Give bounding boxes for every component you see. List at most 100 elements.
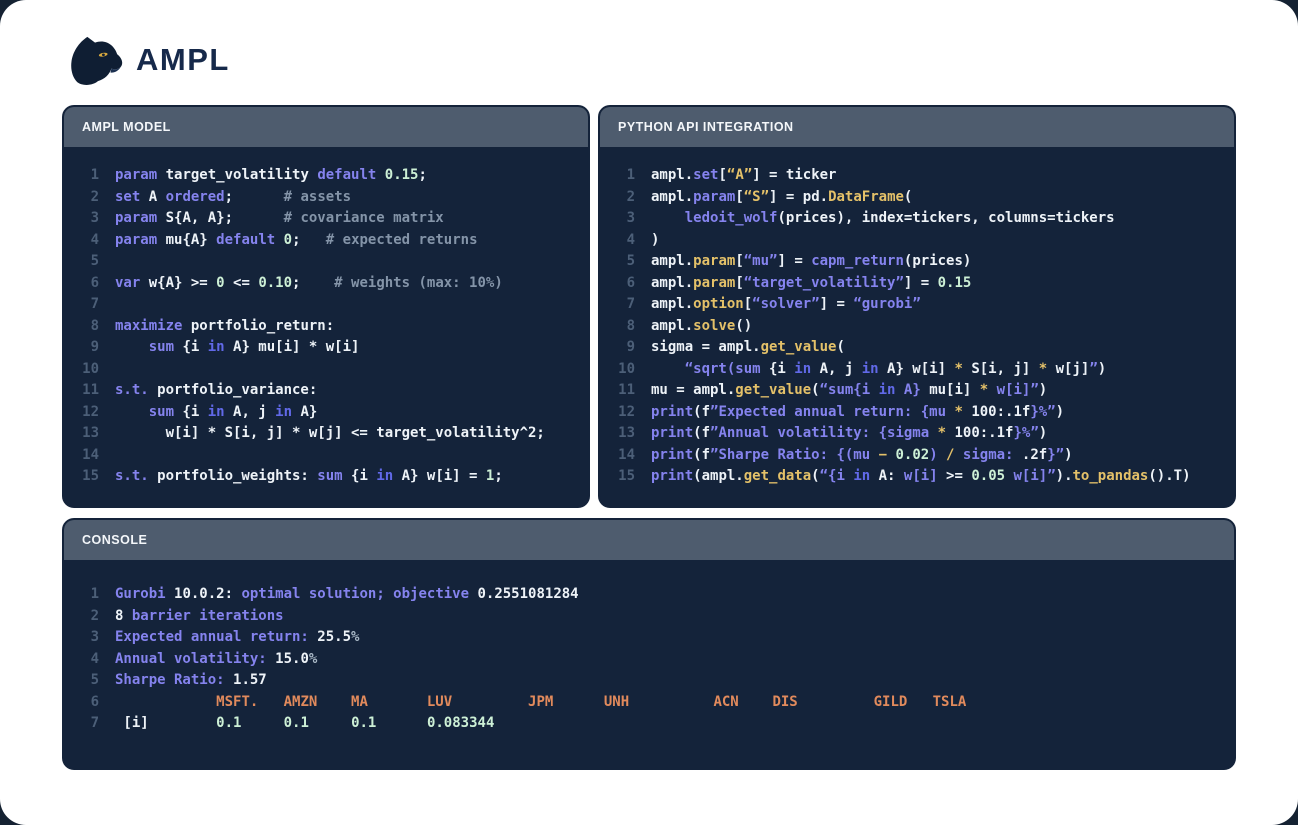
code-token: param bbox=[693, 274, 736, 291]
code-token: ledoit_wolf bbox=[684, 210, 778, 226]
code-token: 25.5 bbox=[317, 629, 352, 645]
code-line: 8 ampl.solve() bbox=[600, 316, 1224, 338]
code-token: ( bbox=[811, 382, 820, 398]
line-number: 8 bbox=[626, 317, 635, 334]
line-number: 5 bbox=[90, 672, 99, 688]
code-token: print bbox=[651, 446, 694, 463]
code-line: 9 sigma = ampl.get_value( bbox=[600, 337, 1224, 359]
code-token: sum bbox=[148, 403, 175, 420]
code-text: mu = ampl.get_value(“sum{i in A} mu[i] *… bbox=[651, 380, 1047, 402]
ampl-logo: AMPL bbox=[68, 34, 230, 86]
code-token: set bbox=[115, 188, 141, 205]
code-line: 7 [i] 0.1 0.1 0.1 0.083344 bbox=[64, 713, 1224, 735]
code-token bbox=[309, 715, 351, 731]
code-token: target_volatility bbox=[157, 167, 318, 183]
code-text: Annual volatility: 15.0% bbox=[115, 649, 317, 671]
code-text: MSFT. AMZN MA LUV JPM UNH ACN DIS GILD T… bbox=[115, 692, 966, 714]
line-number: 2 bbox=[90, 607, 99, 624]
code-token bbox=[115, 339, 149, 355]
code-text: ) bbox=[651, 230, 659, 252]
code-line: 14 bbox=[64, 445, 578, 467]
code-token: ampl. bbox=[651, 274, 694, 291]
line-number: 9 bbox=[90, 339, 99, 355]
code-token: 0.1 bbox=[283, 715, 309, 731]
code-token: ] = bbox=[777, 253, 812, 269]
code-token: * bbox=[954, 360, 963, 377]
code-token: 10.0.2: bbox=[174, 586, 242, 602]
code-token: sum bbox=[317, 468, 343, 484]
code-token: * bbox=[937, 425, 947, 441]
code-token: ampl. bbox=[651, 167, 694, 183]
code-line: 3 ledoit_wolf(prices), index=tickers, co… bbox=[600, 208, 1224, 230]
code-token: s.t. bbox=[115, 468, 149, 484]
code-token bbox=[651, 361, 685, 377]
code-token: ”Sharpe Ratio: {(mu bbox=[710, 446, 879, 463]
code-token: / bbox=[946, 446, 955, 463]
code-text: ampl.param[“target_volatility”] = 0.15 bbox=[651, 273, 971, 295]
code-token: ” bbox=[1089, 360, 1098, 377]
line-number: 1 bbox=[626, 167, 635, 183]
code-token: w[i]” bbox=[988, 382, 1039, 398]
code-token: MSFT. AMZN MA LUV JPM UNH ACN DIS GILD T… bbox=[216, 693, 967, 710]
code-line: 13 print(f”Annual volatility: {sigma * 10… bbox=[600, 423, 1224, 445]
code-token: Expected annual return: bbox=[115, 629, 318, 645]
code-token: ().T) bbox=[1148, 468, 1191, 484]
code-token: ) bbox=[1055, 403, 1065, 420]
code-token: A} w[i] bbox=[878, 360, 955, 377]
code-token: solve bbox=[693, 317, 736, 334]
code-token: ] = pd. bbox=[769, 188, 829, 205]
panel-header: PYTHON API INTEGRATION bbox=[600, 107, 1234, 147]
line-number: 6 bbox=[90, 693, 99, 710]
code-token: 1.57 bbox=[233, 672, 267, 688]
code-line: 12 print(f”Expected annual return: {mu * … bbox=[600, 402, 1224, 424]
code-token: 100:.1f bbox=[946, 425, 1014, 441]
code-line: 4 Annual volatility: 15.0% bbox=[64, 649, 1224, 671]
code-token: in bbox=[207, 339, 225, 355]
code-token: 0 bbox=[216, 274, 225, 291]
code-token: A: bbox=[870, 468, 904, 484]
code-token: ; bbox=[494, 468, 503, 484]
code-text: print(f”Annual volatility: {sigma * 100:… bbox=[651, 423, 1047, 445]
code-token: default bbox=[216, 231, 276, 248]
code-token bbox=[115, 694, 216, 710]
code-line: 2 ampl.param[“S”] = pd.DataFrame( bbox=[600, 187, 1224, 209]
line-number: 5 bbox=[90, 253, 99, 269]
code-token: .2f bbox=[1021, 446, 1048, 463]
code-token: portfolio_weights: bbox=[148, 468, 318, 484]
code-line: 10 “sqrt(sum {i in A, j in A} w[i] * S[i… bbox=[600, 359, 1224, 381]
code-token: “S” bbox=[743, 188, 770, 205]
code-token: portfolio_variance: bbox=[148, 382, 318, 398]
line-number: 7 bbox=[90, 715, 99, 731]
code-token: {i bbox=[760, 360, 795, 377]
line-number: 11 bbox=[618, 382, 635, 398]
code-token: “sum{i bbox=[819, 382, 879, 398]
code-token: [ bbox=[735, 188, 744, 205]
code-token: Sharpe Ratio: bbox=[115, 672, 234, 688]
line-number: 8 bbox=[90, 317, 99, 334]
code-token: Annual volatility: bbox=[115, 650, 276, 667]
code-token: >= bbox=[937, 468, 972, 484]
code-token: Gurobi bbox=[115, 586, 175, 602]
code-token: [ bbox=[743, 296, 753, 312]
code-text: param target_volatility default 0.15; bbox=[115, 165, 427, 187]
code-line: 7 ampl.option[“solver”] = “gurobi” bbox=[600, 294, 1224, 316]
code-token: [i] bbox=[115, 715, 217, 731]
code-token: (prices), index=tickers, columns=tickers bbox=[777, 210, 1115, 226]
code-token: S[i, j] bbox=[962, 360, 1039, 377]
panther-icon bbox=[71, 36, 123, 85]
code-token: sigma: bbox=[954, 446, 1022, 463]
code-text: Expected annual return: 25.5% bbox=[115, 627, 359, 649]
code-token: ampl. bbox=[651, 317, 694, 334]
code-token: 0.2551081284 bbox=[477, 586, 579, 602]
code-line: 14 print(f”Sharpe Ratio: {(mu − 0.02) / s… bbox=[600, 445, 1224, 467]
code-token: param bbox=[693, 253, 736, 269]
code-token: A} w[i] = bbox=[393, 468, 486, 484]
code-token: maximize bbox=[115, 317, 183, 334]
code-token: # expected returns bbox=[300, 231, 478, 248]
code-token: 100:.1f bbox=[962, 403, 1031, 420]
line-number: 7 bbox=[90, 296, 99, 312]
code-token: [ bbox=[718, 167, 727, 183]
code-text: print(f”Sharpe Ratio: {(mu − 0.02) / sig… bbox=[651, 445, 1073, 467]
